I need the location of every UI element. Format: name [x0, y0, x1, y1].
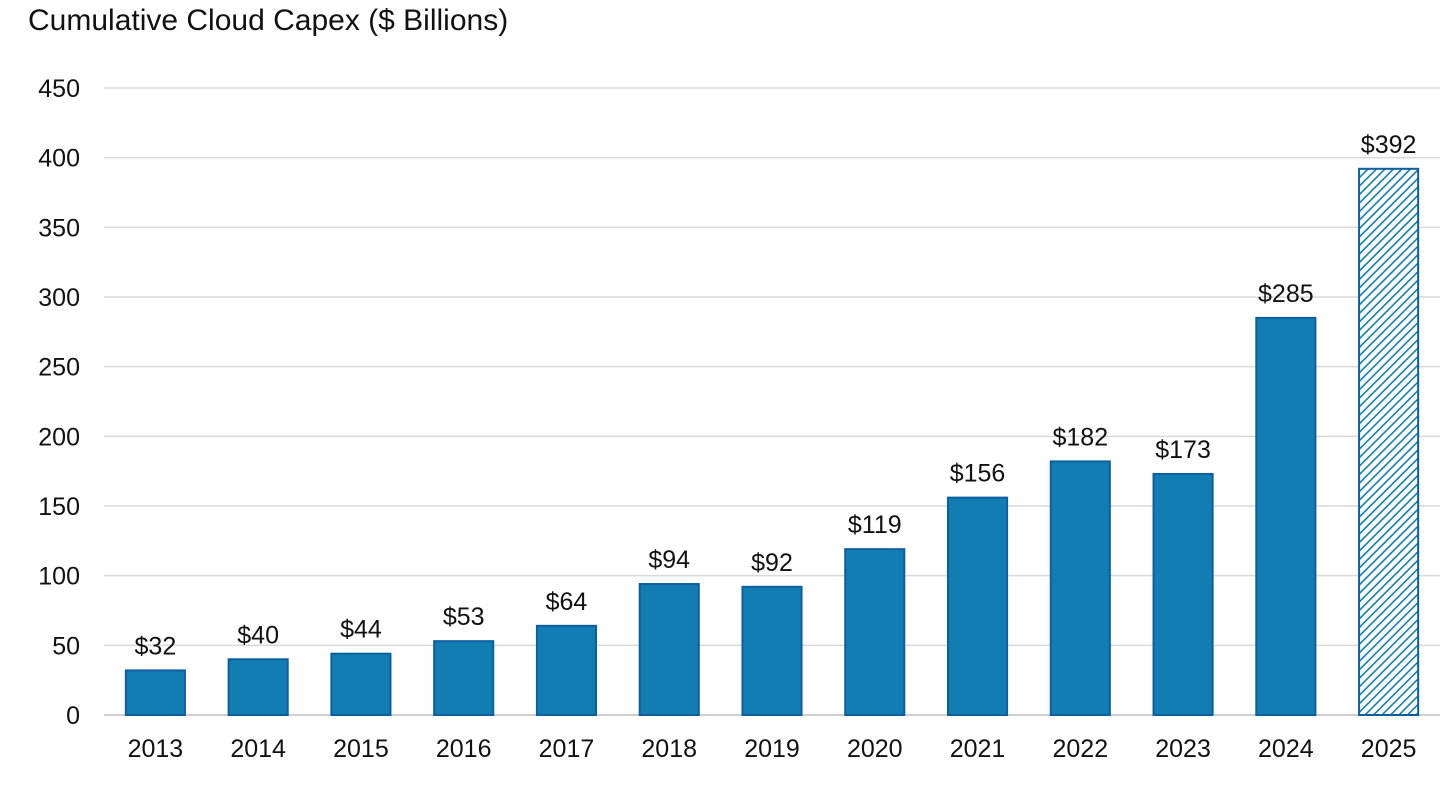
x-tick-label: 2013	[128, 735, 184, 763]
y-tick-label: 100	[38, 563, 80, 591]
y-tick-label: 0	[66, 702, 80, 730]
data-label: $392	[1361, 131, 1417, 159]
chart-title: Cumulative Cloud Capex ($ Billions)	[28, 4, 509, 37]
y-tick-label: 50	[52, 632, 80, 660]
data-label: $173	[1155, 436, 1211, 464]
x-tick-label: 2025	[1361, 735, 1417, 763]
data-label: $40	[237, 621, 279, 649]
bar	[1049, 460, 1111, 716]
y-tick-label: 200	[38, 423, 80, 451]
bar	[227, 658, 289, 716]
bar	[1255, 316, 1317, 716]
x-tick-label: 2020	[847, 735, 903, 763]
x-tick-label: 2023	[1155, 735, 1211, 763]
data-label: $32	[135, 632, 177, 660]
bar	[741, 585, 803, 717]
data-label: $92	[751, 549, 793, 577]
x-tick-label: 2021	[950, 735, 1006, 763]
data-label: $64	[546, 588, 588, 616]
x-tick-label: 2016	[436, 735, 492, 763]
bar	[433, 640, 495, 716]
y-tick-label: 400	[38, 145, 80, 173]
y-tick-label: 250	[38, 354, 80, 382]
bar	[535, 624, 598, 716]
data-label: $94	[648, 546, 690, 574]
data-label: $156	[950, 460, 1006, 488]
bar	[638, 583, 700, 716]
x-tick-label: 2018	[641, 735, 697, 763]
bar-projected	[1358, 167, 1420, 716]
y-tick-label: 150	[38, 493, 80, 521]
bar	[330, 652, 392, 717]
bar	[124, 669, 186, 716]
data-label: $285	[1258, 280, 1314, 308]
x-tick-label: 2017	[539, 735, 595, 763]
data-label: $53	[443, 603, 485, 631]
x-tick-label: 2019	[744, 735, 800, 763]
x-tick-label: 2024	[1258, 735, 1314, 763]
bar	[844, 548, 906, 717]
y-tick-label: 450	[38, 75, 80, 103]
data-label: $119	[848, 511, 902, 539]
x-tick-label: 2014	[230, 735, 286, 763]
x-tick-label: 2015	[333, 735, 389, 763]
x-tick-label: 2022	[1052, 735, 1108, 763]
y-tick-label: 300	[38, 284, 80, 312]
bar	[946, 496, 1009, 717]
y-tick-label: 350	[38, 214, 80, 242]
bar	[1152, 472, 1214, 716]
data-label: $44	[340, 616, 382, 644]
data-label: $182	[1052, 423, 1108, 451]
